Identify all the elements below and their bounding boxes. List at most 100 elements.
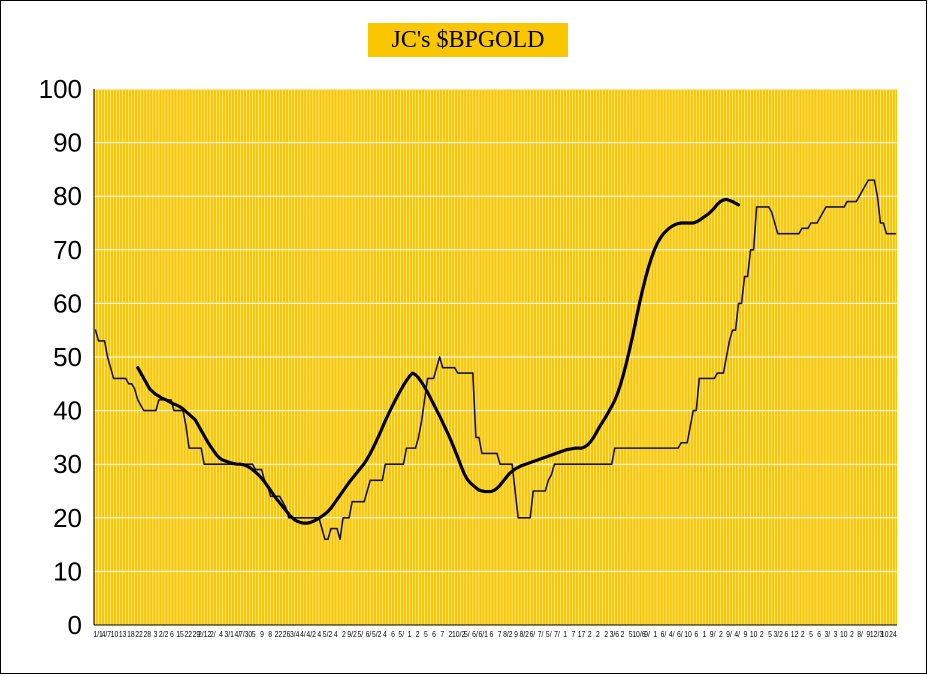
- x-tick-label: 10/2: [452, 629, 465, 639]
- x-tick-label: 6/: [366, 629, 373, 639]
- x-tick-label: 24: [889, 629, 897, 639]
- x-tick-label: 13: [119, 629, 127, 639]
- x-tick-label: 12/3: [870, 629, 883, 639]
- x-tick-label: 22: [275, 629, 283, 639]
- x-tick-label: 3/2: [773, 629, 782, 639]
- x-tick-label: 5: [629, 629, 633, 639]
- x-tick-label: 2: [850, 629, 854, 639]
- chart-title: JC's $BPGOLD: [368, 23, 568, 57]
- x-tick-label: 7/: [538, 629, 545, 639]
- x-tick-label: 3: [154, 629, 158, 639]
- x-tick-label: 1: [653, 629, 657, 639]
- x-tick-label: 7/30: [239, 629, 252, 639]
- x-tick-label: 2/12: [198, 629, 211, 639]
- x-tick-label: 10: [840, 629, 848, 639]
- x-tick-label: 5/: [357, 629, 364, 639]
- x-tick-label: 5/: [464, 629, 471, 639]
- x-tick-label: 10/6: [632, 629, 645, 639]
- x-tick-label: 22: [135, 629, 143, 639]
- x-tick-label: 3/4: [290, 629, 299, 639]
- x-tick-label: 1: [703, 629, 707, 639]
- x-tick-label: 4/: [300, 629, 307, 639]
- x-tick-label: 10: [881, 629, 889, 639]
- x-tick-label: 9: [866, 629, 870, 639]
- x-tick-label: 9/: [710, 629, 717, 639]
- x-tick-label: 2: [719, 629, 723, 639]
- x-tick-label: 2: [801, 629, 805, 639]
- x-tick-label: 18: [127, 629, 135, 639]
- x-tick-label: 4: [383, 629, 387, 639]
- y-tick-label: 20: [53, 503, 82, 533]
- y-tick-label: 90: [53, 128, 82, 158]
- x-tick-label: 2: [760, 629, 764, 639]
- x-tick-label: 8/: [857, 629, 864, 639]
- y-tick-label: 10: [53, 556, 82, 586]
- x-tick-label: 5: [424, 629, 428, 639]
- x-tick-label: 5/2: [323, 629, 332, 639]
- x-tick-label: 3: [834, 629, 838, 639]
- y-tick-label: 50: [53, 342, 82, 372]
- y-tick-label: 0: [68, 610, 82, 640]
- x-tick-label: 26: [283, 629, 291, 639]
- x-tick-label: 4/: [734, 629, 741, 639]
- x-tick-label: 6/: [677, 629, 684, 639]
- x-tick-label: 10: [111, 629, 119, 639]
- x-tick-label: 2: [342, 629, 346, 639]
- x-tick-label: 4: [219, 629, 223, 639]
- x-tick-label: 9/: [726, 629, 733, 639]
- x-tick-label: 6: [490, 629, 494, 639]
- x-tick-label: 2: [604, 629, 608, 639]
- series-line-raw: [94, 179, 897, 541]
- x-tick-label: 8/2: [503, 629, 512, 639]
- y-tick-label: 60: [53, 288, 82, 318]
- x-tick-label: 4/: [669, 629, 676, 639]
- x-tick-label: 2/2: [159, 629, 168, 639]
- x-tick-label: 17: [578, 629, 586, 639]
- x-tick-label: 1: [563, 629, 567, 639]
- x-tick-label: 5/: [398, 629, 405, 639]
- x-tick-label: 4: [334, 629, 338, 639]
- x-tick-label: 10: [684, 629, 692, 639]
- x-tick-label: 15: [176, 629, 184, 639]
- y-tick-label: 70: [53, 235, 82, 265]
- x-tick-label: 7: [571, 629, 575, 639]
- y-tick-label: 100: [39, 74, 82, 104]
- x-tick-label: 9: [514, 629, 518, 639]
- x-tick-label: 4/2: [306, 629, 315, 639]
- x-tick-label: 3/1: [224, 629, 233, 639]
- x-tick-label: 9: [260, 629, 264, 639]
- x-tick-label: 5: [252, 629, 256, 639]
- x-tick-label: 4/: [235, 629, 242, 639]
- x-tick-label: 1/1: [93, 629, 102, 639]
- x-tick-label: 8/2: [519, 629, 528, 639]
- x-tick-label: 2: [596, 629, 600, 639]
- x-tick-label: 2: [416, 629, 420, 639]
- x-tick-label: 10: [750, 629, 758, 639]
- x-tick-label: 5/: [546, 629, 553, 639]
- x-tick-label: 7: [498, 629, 502, 639]
- x-tick-label: 5/2: [372, 629, 381, 639]
- y-tick-label: 40: [53, 396, 82, 426]
- x-tick-label: 8: [268, 629, 272, 639]
- x-tick-label: 6/: [530, 629, 537, 639]
- x-tick-label: 28: [143, 629, 151, 639]
- x-tick-label: 4: [317, 629, 321, 639]
- x-tick-label: 9: [744, 629, 748, 639]
- x-tick-label: 2/: [210, 629, 217, 639]
- x-tick-label: 3/6: [610, 629, 619, 639]
- x-tick-label: 5: [809, 629, 813, 639]
- x-tick-label: 29: [193, 629, 201, 639]
- x-tick-label: 6: [694, 629, 698, 639]
- x-tick-label: 2: [621, 629, 625, 639]
- x-tick-label: 6/: [661, 629, 668, 639]
- y-tick-label: 80: [53, 181, 82, 211]
- x-tick-label: 22: [184, 629, 192, 639]
- x-tick-label: 6/1: [478, 629, 487, 639]
- x-tick-label: 6: [817, 629, 821, 639]
- x-tick-label: 12: [791, 629, 799, 639]
- x-tick-label: 9/2: [347, 629, 356, 639]
- x-tick-label: 6/: [472, 629, 479, 639]
- x-tick-label: 7/: [554, 629, 561, 639]
